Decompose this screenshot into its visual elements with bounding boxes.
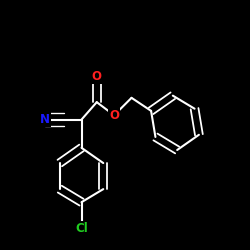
Text: N: N bbox=[40, 113, 50, 126]
Text: O: O bbox=[92, 70, 102, 82]
Text: Cl: Cl bbox=[75, 222, 88, 235]
Text: O: O bbox=[109, 109, 119, 122]
